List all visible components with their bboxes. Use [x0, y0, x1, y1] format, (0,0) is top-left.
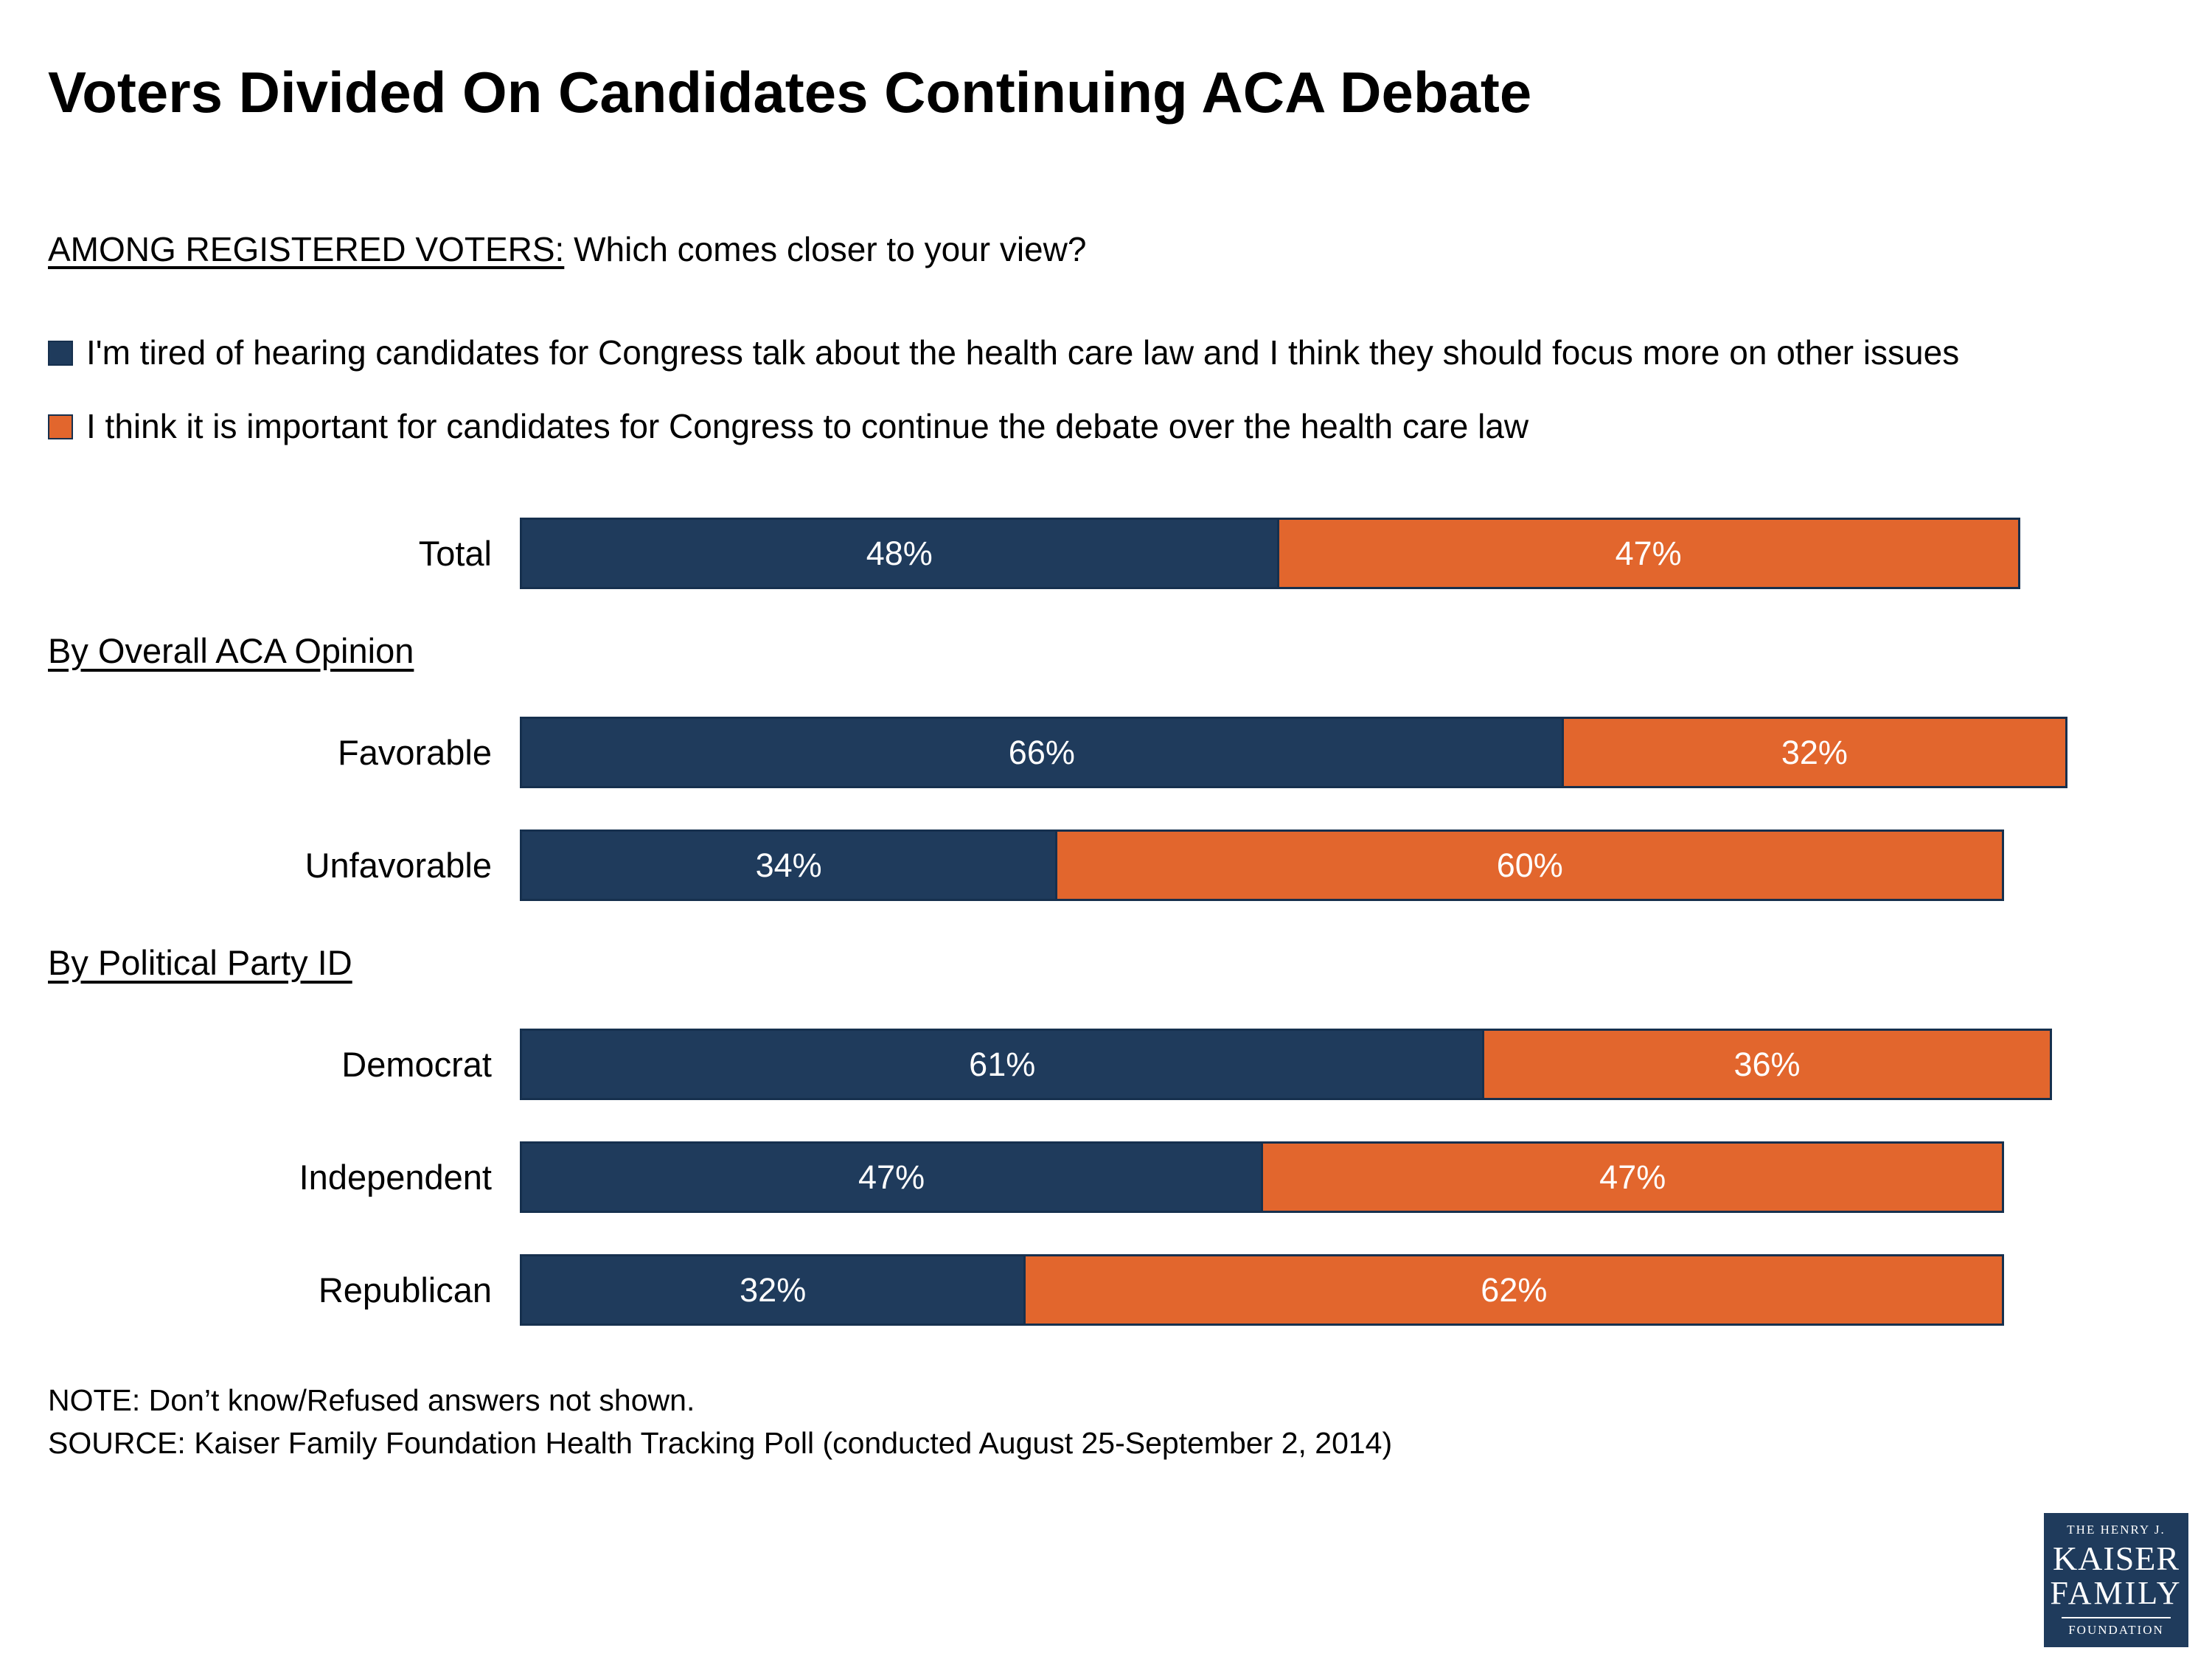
row-label: Republican [318, 1270, 492, 1310]
bar-value-label: 62% [1481, 1270, 1548, 1309]
bar-value-label: 32% [1781, 733, 1848, 771]
bar-row: Democrat 61% 36% [48, 1029, 2164, 1100]
chart-title: Voters Divided On Candidates Continuing … [48, 60, 1532, 125]
legend-swatch-navy-icon [48, 341, 73, 366]
section-header: By Overall ACA Opinion [48, 631, 414, 670]
section-header: By Political Party ID [48, 943, 352, 982]
row-label: Total [418, 534, 492, 573]
bar-row: Unfavorable 34% 60% [48, 830, 2164, 901]
bar-segment-tired: 61% [520, 1029, 1485, 1100]
bar-value-label: 66% [1008, 733, 1075, 771]
bar-row: Favorable 66% 32% [48, 717, 2164, 788]
bar-segment-tired: 66% [520, 717, 1564, 788]
kff-logo-line3: FAMILY [2050, 1574, 2183, 1611]
bar-segment-continue: 62% [1023, 1254, 2005, 1326]
bar-row: Total 48% 47% [48, 518, 2164, 589]
bar-segment-tired: 34% [520, 830, 1058, 901]
legend-item-continue: I think it is important for candidates f… [48, 406, 2164, 448]
bar-segment-continue: 47% [1261, 1141, 2005, 1213]
question: AMONG REGISTERED VOTERS: Which comes clo… [48, 229, 2164, 269]
bar-segment-continue: 36% [1482, 1029, 2052, 1100]
kff-logo-line1: THE HENRY J. [2067, 1522, 2166, 1537]
legend: I'm tired of hearing candidates for Cong… [48, 332, 2164, 448]
bar-value-label: 60% [1496, 846, 1563, 884]
bar-segment-continue: 47% [1276, 518, 2020, 589]
bar-value-label: 47% [858, 1158, 925, 1196]
legend-item-tired: I'm tired of hearing candidates for Cong… [48, 332, 2164, 375]
bar-area: 47% 47% [520, 1141, 2101, 1213]
kff-logo-line4: FOUNDATION [2068, 1623, 2164, 1638]
kff-logo-divider [2062, 1617, 2171, 1619]
kff-logo-line2: KAISER [2052, 1539, 2180, 1577]
bar-area: 66% 32% [520, 717, 2101, 788]
bar-segment-tired: 47% [520, 1141, 1264, 1213]
bar-value-label: 32% [740, 1270, 807, 1309]
question-prefix: AMONG REGISTERED VOTERS: [48, 230, 565, 268]
note-text: NOTE: Don’t know/Refused answers not sho… [48, 1383, 695, 1417]
kff-logo: THE HENRY J. KAISER FAMILY FOUNDATION [2044, 1513, 2188, 1647]
legend-label-continue: I think it is important for candidates f… [86, 406, 1529, 445]
stacked-bar-chart: Total 48% 47% By Overall ACA Opinion Favorab… [48, 518, 2164, 1326]
bar-row: Independent 47% 47% [48, 1141, 2164, 1213]
legend-label-tired: I'm tired of hearing candidates for Cong… [86, 333, 1960, 372]
question-text: Which comes closer to your view? [564, 230, 1087, 268]
row-label: Favorable [338, 733, 492, 772]
bar-segment-continue: 32% [1561, 717, 2068, 788]
bar-area: 48% 47% [520, 518, 2101, 589]
row-label: Unfavorable [305, 846, 492, 885]
bar-value-label: 36% [1733, 1045, 1801, 1083]
bar-value-label: 34% [755, 846, 822, 884]
legend-swatch-orange-icon [48, 414, 73, 439]
bar-value-label: 48% [866, 534, 933, 572]
bar-segment-tired: 32% [520, 1254, 1026, 1326]
bar-row: Republican 32% 62% [48, 1254, 2164, 1326]
row-label: Democrat [341, 1045, 492, 1084]
bar-segment-tired: 48% [520, 518, 1279, 589]
bar-segment-continue: 60% [1055, 830, 2005, 901]
bar-area: 61% 36% [520, 1029, 2101, 1100]
bar-value-label: 47% [1599, 1158, 1666, 1196]
bar-area: 34% 60% [520, 830, 2101, 901]
bar-value-label: 47% [1615, 534, 1682, 572]
bar-value-label: 61% [969, 1045, 1036, 1083]
source-text: SOURCE: Kaiser Family Foundation Health … [48, 1426, 1393, 1461]
bar-area: 32% 62% [520, 1254, 2101, 1326]
row-label: Independent [299, 1158, 492, 1197]
footer: NOTE: Don’t know/Refused answers not sho… [48, 1379, 2164, 1464]
